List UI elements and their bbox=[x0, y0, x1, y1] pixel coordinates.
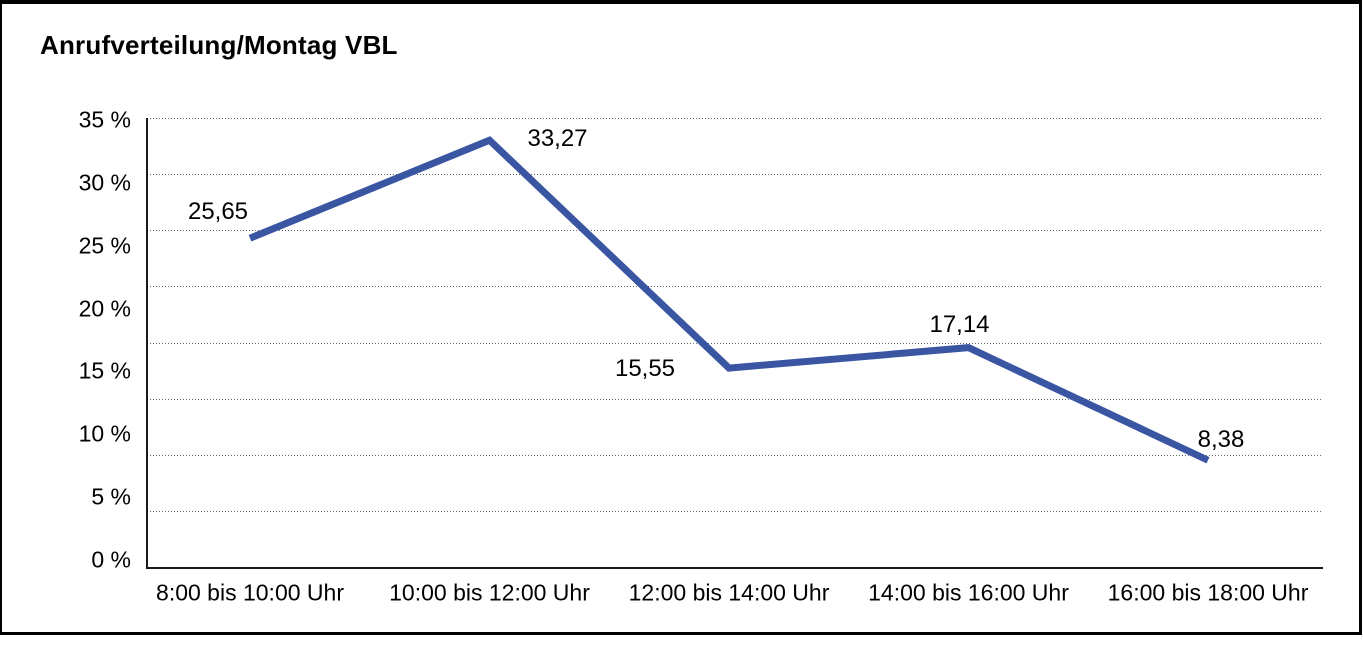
y-axis-line bbox=[146, 118, 148, 569]
y-axis-tick-label: 15 % bbox=[78, 357, 131, 384]
x-axis-tick-label: 8:00 bis 10:00 Uhr bbox=[156, 579, 344, 606]
y-axis-tick-label: 25 % bbox=[78, 232, 131, 259]
y-axis-tick-label: 20 % bbox=[78, 295, 131, 322]
plot-gridline bbox=[147, 286, 1322, 288]
plot-gridline bbox=[147, 455, 1322, 456]
plot-gridline bbox=[147, 173, 1322, 175]
plot-gridline bbox=[147, 398, 1322, 400]
data-point-label: 25,65 bbox=[187, 198, 249, 226]
plot-gridline bbox=[147, 511, 1322, 513]
data-line-series bbox=[248, 136, 1210, 464]
y-axis-tick-label: 30 % bbox=[78, 169, 131, 196]
x-axis-tick-label: 16:00 bis 18:00 Uhr bbox=[1107, 579, 1309, 606]
x-axis-tick-label: 12:00 bis 14:00 Uhr bbox=[628, 579, 830, 606]
plot-gridline bbox=[147, 230, 1322, 231]
data-point-label: 17,14 bbox=[929, 310, 990, 338]
plot-gridline bbox=[147, 117, 1322, 119]
data-point-label: 15,55 bbox=[614, 355, 676, 383]
y-axis-tick-label: 5 % bbox=[91, 483, 131, 510]
data-point-label: 33,27 bbox=[527, 125, 588, 153]
x-axis-tick-label: 14:00 bis 16:00 Uhr bbox=[868, 579, 1069, 606]
chart-title: Anrufverteilung/Montag VBL bbox=[40, 30, 398, 60]
plot-gridline bbox=[147, 342, 1322, 344]
x-axis-line bbox=[146, 567, 1323, 569]
x-axis-tick-label: 10:00 bis 12:00 Uhr bbox=[389, 579, 590, 606]
data-point-label: 8,38 bbox=[1197, 426, 1245, 454]
y-axis-tick-label: 10 % bbox=[78, 420, 131, 447]
y-axis-tick-label: 35 % bbox=[78, 106, 131, 133]
y-axis-tick-label: 0 % bbox=[91, 546, 131, 573]
